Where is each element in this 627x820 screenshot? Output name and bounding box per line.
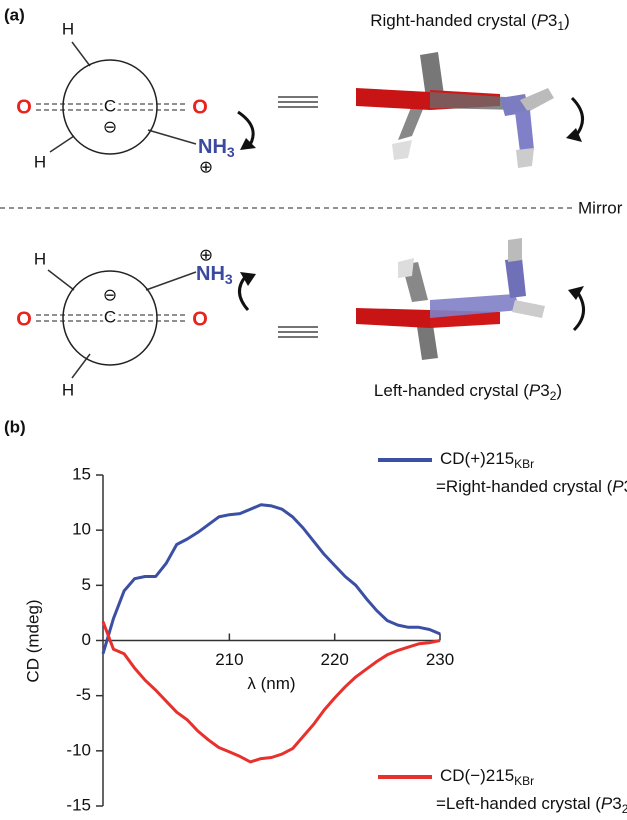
molecule-bottom [356,238,584,360]
charge: ⊕ [199,157,213,176]
legend-name: CD(−)215 [440,766,514,785]
series-line [103,505,440,654]
legend-sub: KBr [514,774,534,788]
panel-label: (a) [4,5,25,24]
legend-label: CD(+)215KBr [440,449,534,471]
figure: (a) H H O O C ⊖ NH3 ⊕ Right-handed cryst… [0,0,627,820]
label-num: 3 [548,11,557,30]
x-tick-label: 230 [426,650,454,669]
newman-top: H H O O C ⊖ NH3 ⊕ [16,19,256,176]
y-tick-label: 5 [82,575,91,594]
atom-h: H [34,152,46,171]
legend-description: =Left-handed crystal (P32) [436,794,627,816]
equiv [278,97,318,337]
group-sub: 3 [225,271,233,287]
charge: ⊕ [199,245,213,264]
group-sub: 3 [227,144,235,160]
x-axis-label: λ (nm) [247,674,295,693]
y-axis-label: CD (mdeg) [23,599,42,682]
y-tick-label: -10 [66,740,91,759]
group: NH3 [198,136,235,159]
group: NH3 [196,263,233,286]
y-tick-label: -15 [66,795,91,814]
desc-sub: 2 [622,802,627,816]
mirror-label: Mirror [578,198,623,217]
atom-o: O [192,308,208,330]
label-italic: P [529,381,541,400]
group-text: NH [198,136,227,158]
label-italic: P [537,11,549,30]
atom-h: H [62,19,74,38]
molecule-top [356,52,583,168]
atom-h: H [62,380,74,399]
panel-label: (b) [4,417,26,436]
x-tick-label: 210 [215,650,243,669]
atom-o: O [16,96,32,118]
charge: ⊖ [103,117,117,136]
atom-h: H [34,249,46,268]
desc-italic: P [601,794,613,813]
legend-name: CD(+)215 [440,449,514,468]
label-text: Left-handed crystal ( [374,381,529,400]
label-text: Right-handed crystal ( [370,11,537,30]
charge: ⊖ [103,285,117,304]
atom-c: C [104,96,116,115]
crystal-label: Left-handed crystal (P32) [374,381,562,403]
label-close: ) [564,11,570,30]
legend-label: CD(−)215KBr [440,766,534,788]
y-tick-label: 15 [72,464,91,483]
label-close: ) [556,381,562,400]
newman-bottom: H H O O C ⊖ NH3 ⊕ [16,245,256,399]
atom-o: O [192,96,208,118]
x-tick-label: 220 [321,650,349,669]
atom-o: O [16,308,32,330]
y-tick-label: -5 [76,685,91,704]
desc-num: 3 [612,794,621,813]
desc-num: 3 [624,477,627,496]
legend-sub: KBr [514,457,534,471]
legend-description: =Right-handed crystal (P31) [436,477,627,499]
desc-text: =Left-handed crystal ( [436,794,601,813]
crystal-label: Right-handed crystal (P31) [370,11,569,33]
group-text: NH [196,263,225,285]
y-tick-label: 10 [72,520,91,539]
label-num: 3 [540,381,549,400]
desc-text: =Right-handed crystal ( [436,477,613,496]
desc-italic: P [612,477,624,496]
y-tick-label: 0 [82,630,91,649]
atom-c: C [104,307,116,326]
